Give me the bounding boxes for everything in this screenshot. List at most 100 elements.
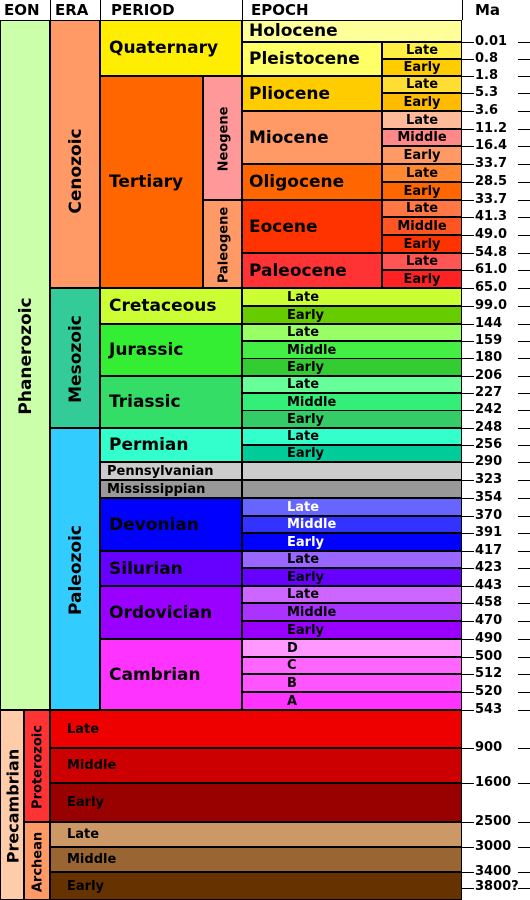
- header-era: ERA: [50, 0, 100, 20]
- period-silurian: Silurian: [100, 551, 242, 586]
- ma-tick: [462, 621, 474, 622]
- period-ordovician: Ordovician: [100, 586, 242, 639]
- ma-tick: [518, 783, 530, 784]
- eon-precambrian: Precambrian: [0, 710, 24, 900]
- subepoch-15: Late: [242, 288, 462, 306]
- ma-tick: [518, 410, 530, 411]
- ma-tick: [518, 93, 530, 94]
- ma-tick: [462, 516, 474, 517]
- ma-tick: [462, 324, 474, 325]
- proterozoic-early-label: Early: [67, 795, 104, 810]
- proterozoic-late-label: Late: [67, 721, 100, 737]
- ma-tick: [518, 657, 530, 658]
- subepoch-37-label: B: [287, 675, 297, 691]
- subepoch-cenozoic-11-label: Middle: [397, 218, 447, 234]
- ma-label: 61.0: [475, 262, 508, 277]
- epoch-eocene: Eocene: [242, 200, 382, 253]
- ma-tick: [462, 428, 474, 429]
- ma-tick: [462, 674, 474, 675]
- ma-label: 0.8: [475, 51, 499, 66]
- epoch-pliocene: Pliocene: [242, 76, 382, 111]
- epoch-pleistocene: Pleistocene: [242, 42, 382, 76]
- ma-tick: [518, 621, 530, 622]
- subepoch-cenozoic-11: Middle: [382, 217, 462, 235]
- ma-tick: [518, 76, 530, 77]
- ma-tick: [518, 674, 530, 675]
- subepoch-24-label: Early: [287, 446, 324, 461]
- subepoch-18-label: Middle: [287, 342, 337, 358]
- ma-tick: [462, 692, 474, 693]
- subepoch-32: Late: [242, 586, 462, 603]
- period-silurian-label: Silurian: [109, 558, 183, 579]
- ma-label: 543: [475, 702, 503, 717]
- ma-tick: [462, 748, 474, 749]
- ma-tick: [518, 270, 530, 271]
- ma-tick: [518, 586, 530, 587]
- ma-label: 33.7: [475, 192, 508, 207]
- subepoch-28: Middle: [242, 516, 462, 533]
- subepoch-31-label: Early: [287, 569, 324, 585]
- era-archean: Archean: [24, 822, 50, 900]
- ma-label: 33.7: [475, 156, 508, 171]
- subepoch-cenozoic-4: Early: [382, 93, 462, 111]
- proterozoic-middle: Middle: [50, 748, 462, 783]
- ma-tick: [518, 480, 530, 481]
- ma-label: 423: [475, 560, 503, 575]
- ma-tick: [462, 872, 474, 873]
- subepoch-32-label: Late: [287, 587, 320, 602]
- subperiod-neogene-label: Neogene: [216, 106, 231, 172]
- ma-label: 54.8: [475, 245, 508, 260]
- ma-label: 443: [475, 578, 503, 593]
- ma-label: 206: [475, 368, 503, 383]
- subepoch-19-label: Early: [287, 359, 324, 375]
- subepoch-30: Late: [242, 551, 462, 568]
- ma-tick: [518, 692, 530, 693]
- period-tertiary-label: Tertiary: [109, 172, 184, 192]
- header-eon: EON: [4, 1, 40, 19]
- ma-tick: [518, 498, 530, 499]
- era-archean-label: Archean: [30, 831, 46, 893]
- ma-tick: [518, 551, 530, 552]
- subepoch-cenozoic-8: Late: [382, 164, 462, 182]
- subepoch-cenozoic-13-label: Late: [405, 254, 439, 269]
- ma-label: 65.0: [475, 280, 508, 295]
- ma-tick: [518, 533, 530, 534]
- epoch-paleocene: Paleocene: [242, 253, 382, 288]
- ma-label: 1.8: [475, 68, 499, 83]
- subepoch-27-label: Late: [287, 499, 320, 515]
- epoch-miocene: Miocene: [242, 111, 382, 164]
- era-cenozoic-label: Cenozoic: [66, 128, 86, 214]
- subepoch-16: Early: [242, 306, 462, 324]
- ma-tick: [518, 847, 530, 848]
- subepoch-24: Early: [242, 445, 462, 462]
- subepoch-cenozoic-10: Late: [382, 200, 462, 217]
- ma-tick: [462, 410, 474, 411]
- ma-tick: [462, 182, 474, 183]
- period-quaternary-label: Quaternary: [109, 38, 219, 58]
- period-devonian-label: Devonian: [109, 514, 199, 535]
- ma-tick: [518, 710, 530, 711]
- ma-tick: [462, 146, 474, 147]
- subepoch-cenozoic-7-label: Early: [403, 147, 441, 163]
- epoch-eocene-label: Eocene: [249, 216, 318, 237]
- subepoch-cenozoic-9: Early: [382, 182, 462, 200]
- epoch-holocene: Holocene: [242, 20, 462, 42]
- period-pennsylvanian-label: Pennsylvanian: [107, 463, 214, 479]
- ma-tick: [462, 783, 474, 784]
- eon-phanerozoic: Phanerozoic: [0, 20, 50, 710]
- ma-tick: [462, 253, 474, 254]
- subepoch-cenozoic-8-label: Late: [405, 165, 439, 181]
- epoch-oligocene: Oligocene: [242, 164, 382, 200]
- subepoch-25: [242, 462, 462, 480]
- ma-tick: [518, 428, 530, 429]
- subepoch-21: Middle: [242, 393, 462, 411]
- ma-tick: [462, 847, 474, 848]
- subepoch-21-label: Middle: [287, 394, 337, 410]
- ma-label: 290: [475, 454, 503, 469]
- ma-label: 180: [475, 350, 503, 365]
- subepoch-cenozoic-6-label: Middle: [397, 130, 447, 145]
- ma-tick: [518, 217, 530, 218]
- ma-label: 323: [475, 472, 503, 487]
- ma-tick: [462, 568, 474, 569]
- proterozoic-late: Late: [50, 710, 462, 748]
